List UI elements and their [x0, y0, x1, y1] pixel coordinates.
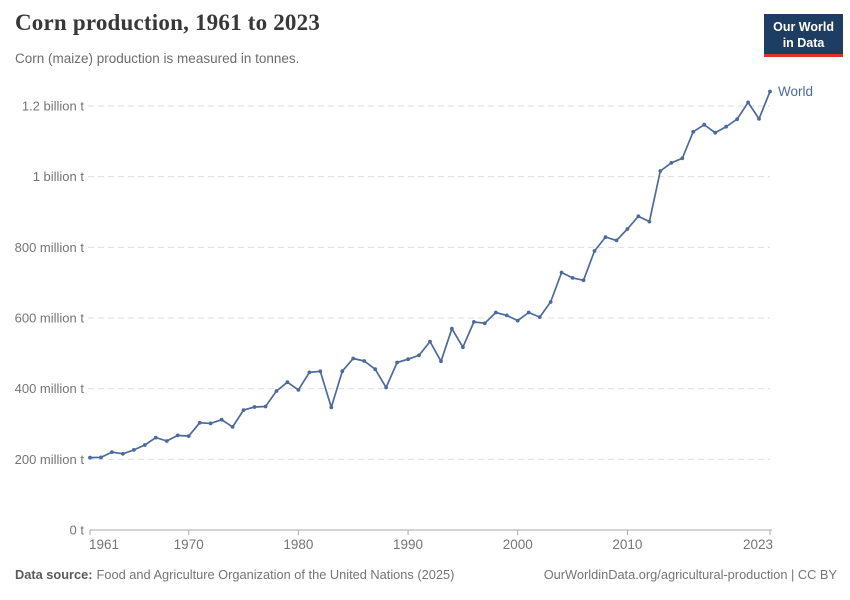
- data-point[interactable]: [318, 369, 323, 374]
- x-axis-label: 1980: [283, 537, 313, 552]
- x-axis-label: 2000: [503, 537, 533, 552]
- y-axis-label: 400 million t: [15, 381, 85, 396]
- data-point[interactable]: [417, 353, 421, 358]
- data-point[interactable]: [614, 238, 619, 243]
- data-point[interactable]: [493, 310, 498, 315]
- data-point[interactable]: [274, 389, 279, 393]
- logo-line-1: Our World: [773, 20, 834, 34]
- data-point[interactable]: [164, 439, 169, 443]
- data-point[interactable]: [395, 360, 399, 365]
- data-point[interactable]: [296, 388, 301, 392]
- data-point[interactable]: [307, 370, 312, 375]
- data-point[interactable]: [175, 433, 180, 438]
- chart-title: Corn production, 1961 to 2023: [15, 10, 321, 35]
- chart-subtitle: Corn (maize) production is measured in t…: [15, 51, 300, 66]
- x-axis-label: 2023: [743, 537, 773, 552]
- data-point[interactable]: [362, 359, 367, 363]
- data-point[interactable]: [735, 117, 739, 122]
- data-point[interactable]: [526, 310, 531, 315]
- data-point[interactable]: [142, 443, 147, 447]
- chart-area[interactable]: 0 t 200 million t 400 million t 600 million…: [0, 80, 850, 555]
- chart-footer: Data source: Food and Agriculture Organiz…: [15, 567, 837, 582]
- data-point[interactable]: [153, 435, 158, 440]
- data-source-text: Food and Agriculture Organization of the…: [96, 567, 455, 582]
- y-axis-label: 800 million t: [15, 240, 85, 255]
- data-point[interactable]: [472, 320, 476, 324]
- data-point[interactable]: [406, 357, 410, 362]
- data-point[interactable]: [658, 169, 663, 173]
- data-point[interactable]: [537, 315, 542, 319]
- data-point[interactable]: [439, 359, 443, 364]
- x-axis-label: 1970: [174, 537, 204, 552]
- data-point[interactable]: [110, 450, 114, 454]
- data-point[interactable]: [636, 214, 641, 219]
- data-point[interactable]: [461, 345, 465, 350]
- data-point[interactable]: [570, 276, 575, 280]
- data-point[interactable]: [702, 122, 707, 127]
- data-point[interactable]: [252, 405, 257, 409]
- y-axis-label: 1.2 billion t: [22, 99, 85, 114]
- data-point[interactable]: [99, 455, 103, 460]
- logo-line-2: in Data: [782, 36, 825, 50]
- data-point[interactable]: [121, 451, 125, 456]
- data-point[interactable]: [263, 404, 268, 409]
- data-point[interactable]: [340, 369, 345, 374]
- data-point[interactable]: [351, 356, 356, 361]
- data-point[interactable]: [230, 425, 235, 429]
- line-chart-svg[interactable]: 0 t 200 million t 400 million t 600 million…: [0, 80, 850, 555]
- data-point[interactable]: [603, 235, 608, 240]
- data-source: Data source: Food and Agriculture Organiz…: [15, 567, 454, 582]
- data-point[interactable]: [482, 321, 487, 326]
- data-point[interactable]: [559, 270, 564, 275]
- series-label-world[interactable]: World: [778, 84, 813, 99]
- data-point[interactable]: [724, 124, 728, 129]
- x-axis-label: 1990: [393, 537, 423, 552]
- y-axis-label: 600 million t: [15, 311, 85, 326]
- x-axis-label: 1961: [89, 537, 119, 552]
- data-point[interactable]: [197, 420, 202, 425]
- data-point[interactable]: [713, 130, 718, 135]
- data-point[interactable]: [329, 405, 334, 410]
- data-point[interactable]: [88, 455, 92, 460]
- data-point[interactable]: [669, 161, 674, 165]
- data-point[interactable]: [428, 339, 432, 344]
- data-point[interactable]: [132, 448, 136, 452]
- y-axis-label: 200 million t: [15, 452, 85, 467]
- data-point[interactable]: [241, 408, 246, 412]
- data-point[interactable]: [504, 313, 509, 318]
- data-source-label: Data source:: [15, 567, 93, 582]
- owid-logo[interactable]: Our World in Data: [764, 14, 843, 57]
- series-line-world[interactable]: [89, 90, 771, 459]
- data-point[interactable]: [746, 100, 750, 105]
- y-axis-label: 1 billion t: [33, 169, 85, 184]
- data-point[interactable]: [581, 278, 586, 283]
- data-point[interactable]: [384, 385, 388, 390]
- data-point[interactable]: [186, 434, 191, 438]
- data-point[interactable]: [691, 129, 696, 134]
- data-point[interactable]: [625, 227, 630, 231]
- data-point[interactable]: [208, 421, 213, 426]
- data-point[interactable]: [373, 367, 378, 372]
- data-point[interactable]: [450, 326, 454, 331]
- x-axis-label: 2010: [612, 537, 642, 552]
- data-point[interactable]: [757, 117, 761, 121]
- data-point[interactable]: [548, 300, 553, 304]
- data-point[interactable]: [680, 156, 685, 161]
- data-point[interactable]: [515, 318, 520, 323]
- data-point[interactable]: [285, 380, 290, 385]
- data-point[interactable]: [647, 219, 652, 224]
- footer-citation-link[interactable]: OurWorldinData.org/agricultural-producti…: [543, 567, 837, 582]
- data-point[interactable]: [592, 249, 597, 253]
- data-point[interactable]: [768, 89, 772, 94]
- data-point[interactable]: [219, 417, 224, 422]
- y-axis-label: 0 t: [70, 523, 85, 538]
